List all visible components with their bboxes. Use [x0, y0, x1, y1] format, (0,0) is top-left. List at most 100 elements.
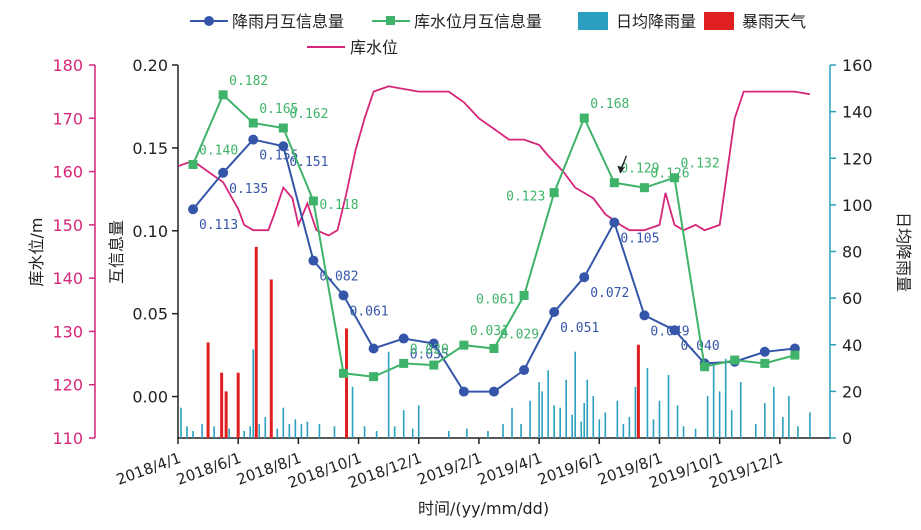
- rain-mi-data-label: 0.072: [590, 286, 629, 301]
- rain-mi-point: [639, 310, 650, 321]
- storm-bar: [224, 391, 228, 438]
- axes: 110 120 130 140 150 160 170 180 0.00 0.05 0.10 0.15…: [52, 56, 872, 492]
- level-mi-point: [790, 350, 800, 360]
- x-tick-label: 2018/4/1: [114, 449, 183, 489]
- rain-mi-data-label: 0.040: [681, 339, 720, 354]
- level-mi-data-label: 0.123: [506, 190, 545, 205]
- legend-storm-swatch: [704, 12, 734, 30]
- rain-mi-point: [519, 365, 530, 376]
- daily-rain-tick-label: 0: [842, 429, 852, 448]
- legend: 降雨月互信息量 库水位月互信息量 日均降雨量 暴雨天气 库水位: [190, 12, 806, 57]
- water-level-tick-label: 180: [52, 56, 83, 75]
- rain-mi-point: [338, 290, 349, 301]
- level-mi-data-label: 0.029: [500, 327, 539, 342]
- water-level-line: [177, 85, 811, 237]
- rain-mi-point: [368, 343, 379, 354]
- mutual-info-tick-label: 0.00: [132, 388, 168, 407]
- legend-rain-mi-marker: [204, 16, 214, 26]
- daily-rain-tick-label: 100: [842, 196, 873, 215]
- water-level-tick-label: 160: [52, 163, 83, 182]
- x-tick-label: 2018/6/1: [174, 449, 243, 489]
- level-mi-point: [700, 362, 710, 372]
- daily-rain-tick-label: 20: [842, 382, 862, 401]
- rain-mi-point: [549, 307, 560, 318]
- level-mi-point: [760, 358, 770, 368]
- rain-mi-data-label: 0.155: [259, 149, 298, 164]
- x-axis-label: 时间/(yy/mm/dd): [418, 499, 549, 518]
- legend-daily-rain-swatch: [578, 12, 608, 30]
- level-mi-point: [278, 123, 288, 133]
- rain-mi-point: [488, 386, 499, 397]
- rain-mi-point: [398, 333, 409, 344]
- y-axis-label-mutual-info: 互信息量: [107, 220, 126, 284]
- rain-mi-point: [188, 204, 199, 215]
- annotation-arrowhead: [617, 165, 625, 174]
- rain-mi-data-label: 0.135: [229, 182, 268, 197]
- water-level-tick-label: 140: [52, 269, 83, 288]
- level-mi-point: [429, 360, 439, 370]
- level-mi-point: [519, 290, 529, 300]
- water-level-tick-label: 130: [52, 322, 83, 341]
- storm-bar: [220, 372, 224, 438]
- level-mi-point: [188, 159, 198, 169]
- daily-rain-tick-label: 140: [842, 103, 873, 122]
- level-mi-point: [459, 340, 469, 350]
- legend-daily-rain-label: 日均降雨量: [616, 12, 696, 31]
- rain-mi-point: [669, 325, 680, 336]
- water-level-tick-label: 120: [52, 376, 83, 395]
- x-tick-label: 2019/4/1: [475, 449, 544, 489]
- water-level-tick-label: 110: [52, 429, 83, 448]
- storm-bar: [206, 342, 210, 438]
- level-mi-point: [639, 183, 649, 193]
- level-mi-data-label: 0.165: [259, 102, 298, 117]
- mutual-info-tick-label: 0.10: [132, 222, 168, 241]
- storm-bar: [636, 344, 640, 438]
- daily-rain-tick-label: 120: [842, 149, 873, 168]
- water-level-tick-label: 150: [52, 216, 83, 235]
- plot-area: 0.1130.1350.1550.1510.0820.0610.0350.051…: [177, 74, 811, 438]
- legend-level-mi-label: 库水位月互信息量: [414, 12, 542, 31]
- daily-rain-tick-label: 60: [842, 289, 862, 308]
- level-mi-point: [248, 118, 258, 128]
- level-mi-data-label: 0.182: [229, 74, 268, 89]
- y-axis-label-daily-rain: 日均降雨量: [894, 212, 913, 292]
- level-mi-data-label: 0.118: [319, 198, 358, 213]
- level-mi-point: [369, 372, 379, 382]
- level-mi-data-label: 0.168: [590, 97, 629, 112]
- rain-mi-point: [218, 167, 229, 178]
- rain-mi-point: [458, 386, 469, 397]
- level-mi-data-label: 0.129: [620, 162, 659, 177]
- water-level-tick-label: 170: [52, 109, 83, 128]
- rain-mi-point: [609, 217, 620, 228]
- daily-rain-tick-label: 160: [842, 56, 873, 75]
- legend-storm-label: 暴雨天气: [742, 12, 806, 31]
- level-mi-data-label: 0.126: [650, 167, 689, 182]
- rain-mi-data-label: 0.035: [410, 348, 449, 363]
- legend-rain-mi-label: 降雨月互信息量: [232, 12, 344, 31]
- mutual-info-tick-label: 0.15: [132, 139, 168, 158]
- level-mi-point: [308, 196, 318, 206]
- level-mi-point: [489, 343, 499, 353]
- level-mi-point: [549, 188, 559, 198]
- rain-mi-data-label: 0.061: [350, 304, 389, 319]
- rain-mi-data-label: 0.113: [199, 218, 238, 233]
- rain-mi-point: [308, 255, 319, 266]
- level-mi-point: [399, 358, 409, 368]
- rain-mi-point: [579, 272, 590, 283]
- storm-bar: [345, 328, 349, 438]
- level-mi-data-label: 0.020: [410, 342, 449, 357]
- rain-mi-point: [248, 134, 259, 145]
- level-mi-data-label: 0.140: [199, 143, 238, 158]
- mutual-info-tick-label: 0.20: [132, 56, 168, 75]
- level-mi-data-label: 0.061: [476, 292, 515, 307]
- daily-rain-tick-label: 80: [842, 243, 862, 262]
- legend-level-mi-marker: [386, 16, 395, 25]
- level-mi-data-label: 0.162: [289, 107, 328, 122]
- x-tick-label: 2019/2/1: [415, 449, 484, 489]
- rain-mi-point: [278, 141, 289, 152]
- level-mi-point: [579, 113, 589, 123]
- rain-mi-data-label: 0.051: [560, 321, 599, 336]
- legend-water-level-label: 库水位: [350, 38, 398, 57]
- level-mi-point: [670, 173, 680, 183]
